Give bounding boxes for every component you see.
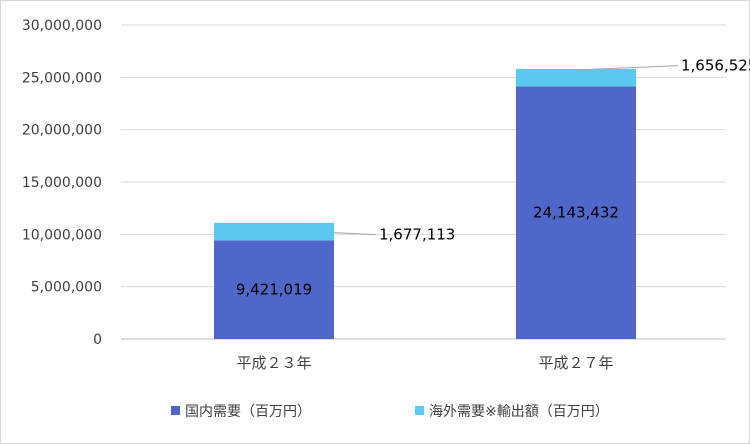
y-tick-label: 15,000,000 xyxy=(22,175,102,191)
bar-overseas xyxy=(214,222,334,241)
data-label-domestic: 9,421,019 xyxy=(236,281,312,299)
data-label-overseas: 1,656,525 xyxy=(681,57,750,75)
y-tick-label: 0 xyxy=(93,332,102,348)
bars xyxy=(214,68,636,340)
legend-label: 海外需要※輸出額（百万円） xyxy=(429,404,609,420)
bar-domestic xyxy=(516,86,636,340)
y-tick-label: 25,000,000 xyxy=(22,70,102,86)
leader-line xyxy=(575,65,679,71)
y-tick-label: 10,000,000 xyxy=(22,227,102,243)
legend-swatch xyxy=(171,406,180,415)
x-axis-category-labels: 平成２３年 平成２７年 xyxy=(236,354,613,372)
data-label-domestic: 24,143,432 xyxy=(533,204,619,222)
data-labels: 9,421,019 1,677,113 24,143,432 1,656,525 xyxy=(236,57,750,299)
data-label-overseas: 1,677,113 xyxy=(379,226,455,244)
x-category-label: 平成２７年 xyxy=(538,354,613,372)
legend: 国内需要（百万円） 海外需要※輸出額（百万円） xyxy=(171,404,609,420)
legend-label: 国内需要（百万円） xyxy=(185,404,311,420)
y-tick-label: 20,000,000 xyxy=(22,123,102,139)
bar-overseas xyxy=(516,68,636,87)
y-tick-label: 5,000,000 xyxy=(31,280,102,296)
bar-domestic xyxy=(214,240,334,339)
legend-swatch xyxy=(415,406,424,415)
x-category-label: 平成２３年 xyxy=(236,354,311,372)
leader-line xyxy=(333,232,377,236)
y-tick-label: 30,000,000 xyxy=(22,18,102,34)
y-axis-tick-labels: 0 5,000,000 10,000,000 15,000,000 20,000,000… xyxy=(22,18,102,348)
